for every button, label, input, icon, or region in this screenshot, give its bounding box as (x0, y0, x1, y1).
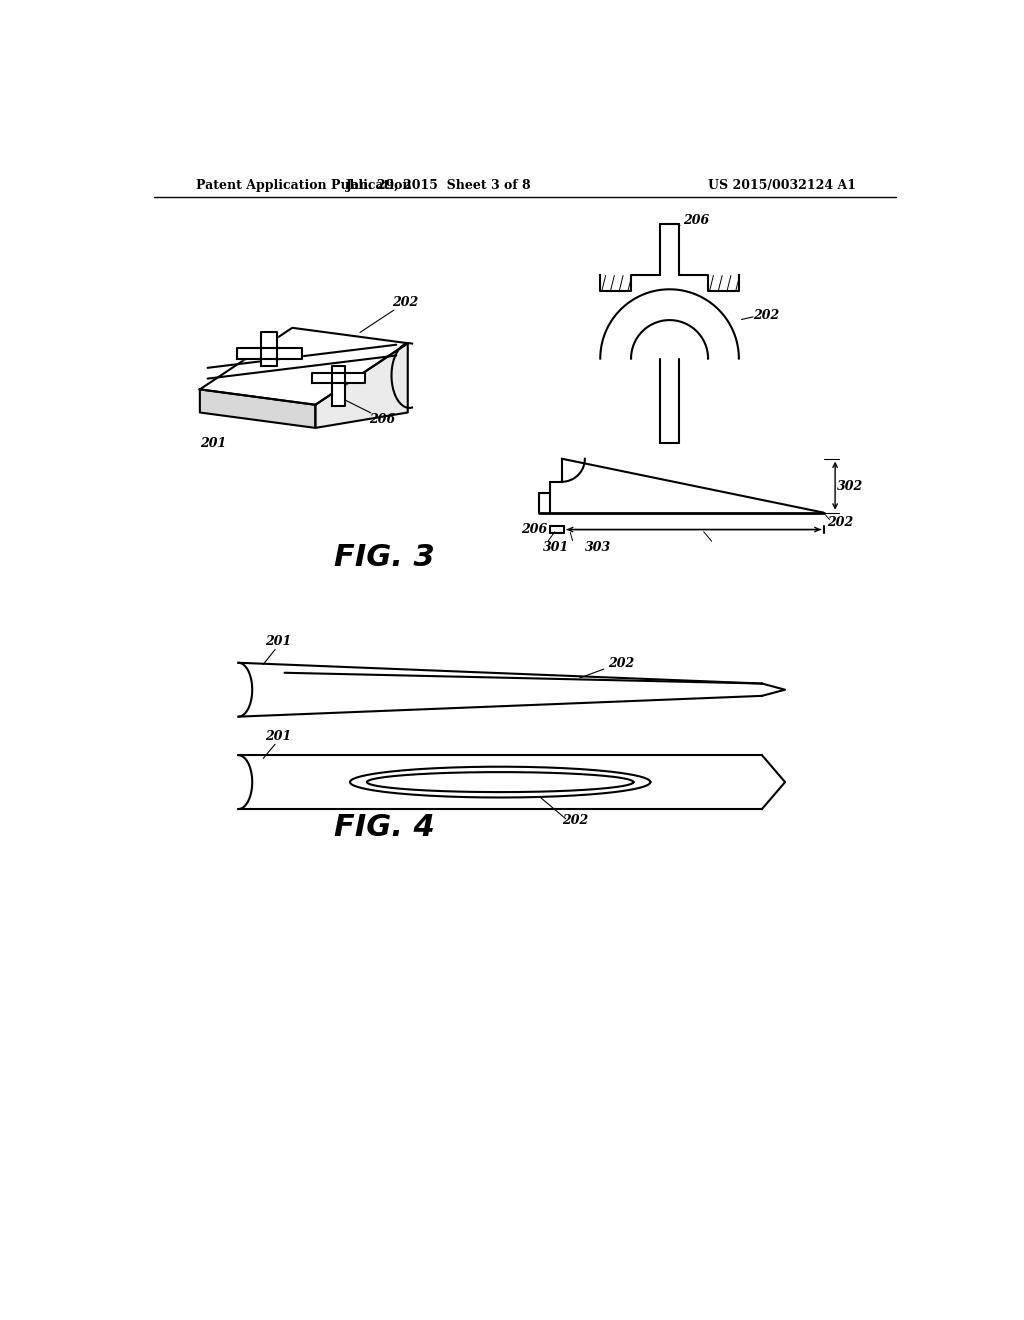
Polygon shape (333, 367, 345, 407)
Text: 202: 202 (392, 296, 419, 309)
Polygon shape (237, 348, 301, 359)
Polygon shape (315, 343, 408, 428)
Text: FIG. 3: FIG. 3 (334, 544, 435, 573)
Text: 206: 206 (521, 524, 547, 536)
Polygon shape (200, 327, 408, 405)
Text: FIG. 4: FIG. 4 (334, 813, 435, 842)
Text: 201: 201 (200, 437, 226, 450)
Text: Jan. 29, 2015  Sheet 3 of 8: Jan. 29, 2015 Sheet 3 of 8 (346, 178, 531, 191)
Text: 206: 206 (370, 413, 395, 426)
Text: Patent Application Publication: Patent Application Publication (196, 178, 412, 191)
Text: 202: 202 (562, 814, 588, 828)
Text: 302: 302 (838, 479, 863, 492)
Text: 201: 201 (265, 730, 292, 743)
Polygon shape (311, 374, 366, 383)
Text: 301: 301 (543, 541, 568, 554)
Polygon shape (261, 331, 276, 367)
Text: 201: 201 (265, 635, 292, 648)
Text: 202: 202 (753, 309, 779, 322)
Text: 303: 303 (585, 541, 611, 554)
Polygon shape (200, 389, 315, 428)
Text: US 2015/0032124 A1: US 2015/0032124 A1 (708, 178, 856, 191)
Text: 206: 206 (683, 214, 710, 227)
Text: 202: 202 (827, 516, 854, 529)
Text: 202: 202 (608, 656, 634, 669)
